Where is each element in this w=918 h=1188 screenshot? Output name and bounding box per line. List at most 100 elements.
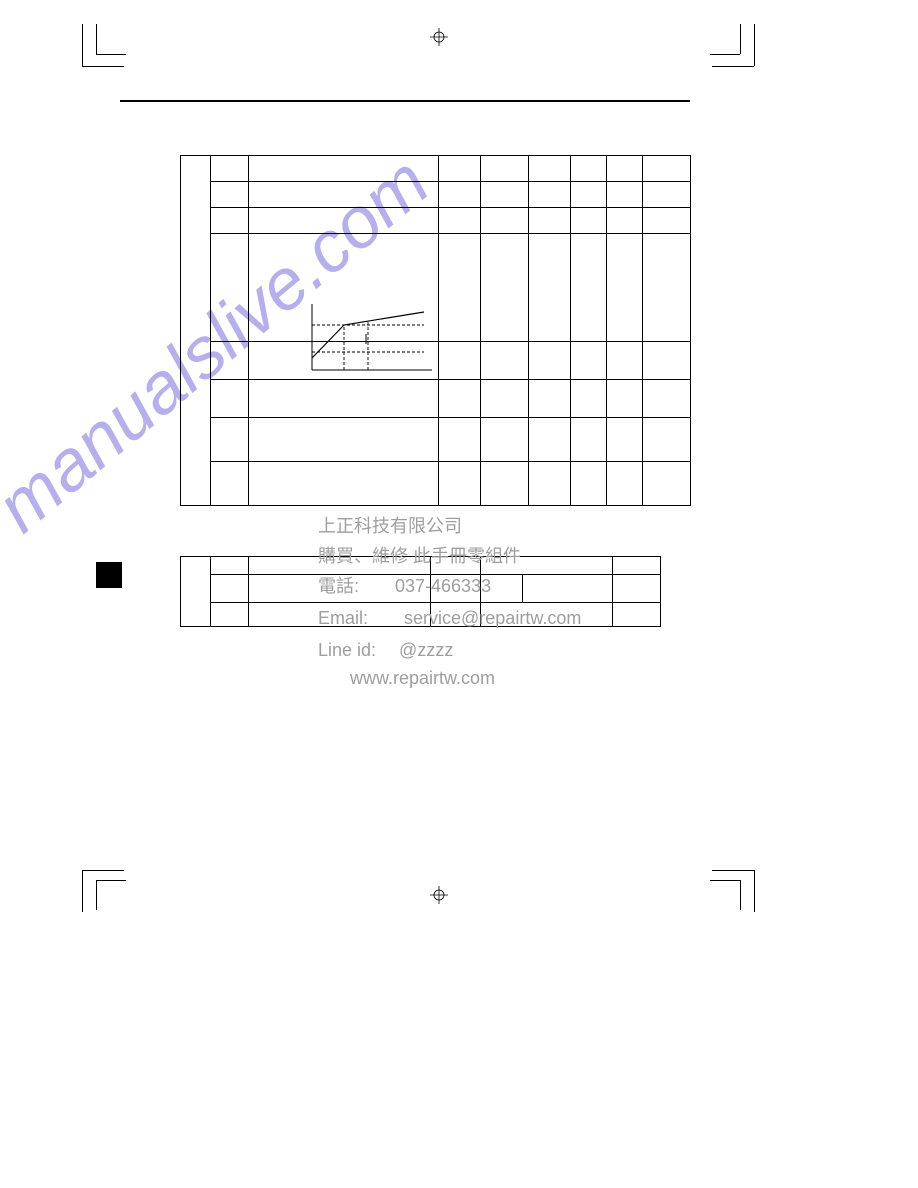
cell [529, 380, 571, 418]
overlay-lineid: Line id: @zzzz [318, 636, 453, 662]
cell [571, 208, 607, 234]
crop-mark [82, 66, 124, 67]
cell [643, 156, 691, 182]
cell [481, 462, 529, 506]
cell [643, 380, 691, 418]
cell [481, 208, 529, 234]
crop-mark [712, 66, 754, 67]
registration-mark-icon [430, 28, 448, 46]
crop-mark [740, 24, 741, 54]
cell [571, 380, 607, 418]
cell [439, 234, 481, 342]
table-row [181, 462, 691, 506]
cell [481, 156, 529, 182]
crop-mark [754, 870, 755, 912]
crop-mark [710, 880, 740, 881]
cell [249, 156, 439, 182]
cell [643, 342, 691, 380]
crop-mark [96, 880, 97, 910]
cell [439, 462, 481, 506]
cell [571, 342, 607, 380]
crop-mark [82, 24, 83, 66]
cell [211, 182, 249, 208]
crop-mark [82, 870, 83, 912]
table-row [181, 380, 691, 418]
cell [607, 418, 643, 462]
crop-mark [96, 880, 126, 881]
cell [211, 380, 249, 418]
cell [529, 342, 571, 380]
cell [529, 156, 571, 182]
cell [613, 557, 661, 575]
cell [481, 234, 529, 342]
cell [571, 234, 607, 342]
cell [529, 234, 571, 342]
cell [211, 462, 249, 506]
cell [481, 418, 529, 462]
table-row [181, 156, 691, 182]
cell [249, 380, 439, 418]
cell [523, 575, 613, 603]
cell [439, 418, 481, 462]
cell [529, 182, 571, 208]
cell [571, 182, 607, 208]
table-row [181, 234, 691, 342]
cell [529, 462, 571, 506]
cell [211, 603, 249, 627]
cell [607, 182, 643, 208]
table-row [181, 182, 691, 208]
overlay-purchase: 購買、維修 此手冊零組件 [318, 542, 521, 568]
vf-curve-chart [304, 300, 434, 378]
table-row [181, 342, 691, 380]
cell [249, 418, 439, 462]
cell [607, 462, 643, 506]
cell [439, 182, 481, 208]
cell [211, 575, 249, 603]
overlay-email: Email: service@repairtw.com [318, 604, 581, 630]
cell [181, 557, 211, 627]
cell [249, 462, 439, 506]
crop-mark [754, 24, 755, 66]
cell [211, 418, 249, 462]
cell [211, 557, 249, 575]
table-row [181, 418, 691, 462]
registration-mark-icon [430, 886, 448, 904]
parameter-table-1 [180, 155, 691, 506]
crop-mark [740, 880, 741, 910]
cell [607, 234, 643, 342]
cell [439, 156, 481, 182]
cell [613, 603, 661, 627]
overlay-company: 上正科技有限公司 [318, 512, 462, 538]
cell [643, 418, 691, 462]
cell [607, 208, 643, 234]
cell [607, 380, 643, 418]
cell [481, 380, 529, 418]
crop-mark [710, 54, 740, 55]
overlay-phone: 電話: 037-466333 [318, 572, 491, 598]
cell [481, 182, 529, 208]
overlay-url: www.repairtw.com [350, 668, 495, 689]
cell [211, 156, 249, 182]
cell [607, 156, 643, 182]
cell [571, 462, 607, 506]
crop-mark [96, 54, 126, 55]
cell [607, 342, 643, 380]
cell [249, 208, 439, 234]
cell [571, 418, 607, 462]
cell [211, 342, 249, 380]
cell [439, 380, 481, 418]
table-row [181, 208, 691, 234]
cell [481, 342, 529, 380]
section-tab [96, 562, 122, 588]
crop-mark [96, 24, 97, 54]
cell [613, 575, 661, 603]
cell [211, 234, 249, 342]
crop-mark [82, 870, 124, 871]
cell [643, 208, 691, 234]
cell [181, 156, 211, 506]
cell [439, 342, 481, 380]
cell [643, 182, 691, 208]
section-title-rule [120, 100, 690, 102]
cell [249, 182, 439, 208]
cell [571, 156, 607, 182]
